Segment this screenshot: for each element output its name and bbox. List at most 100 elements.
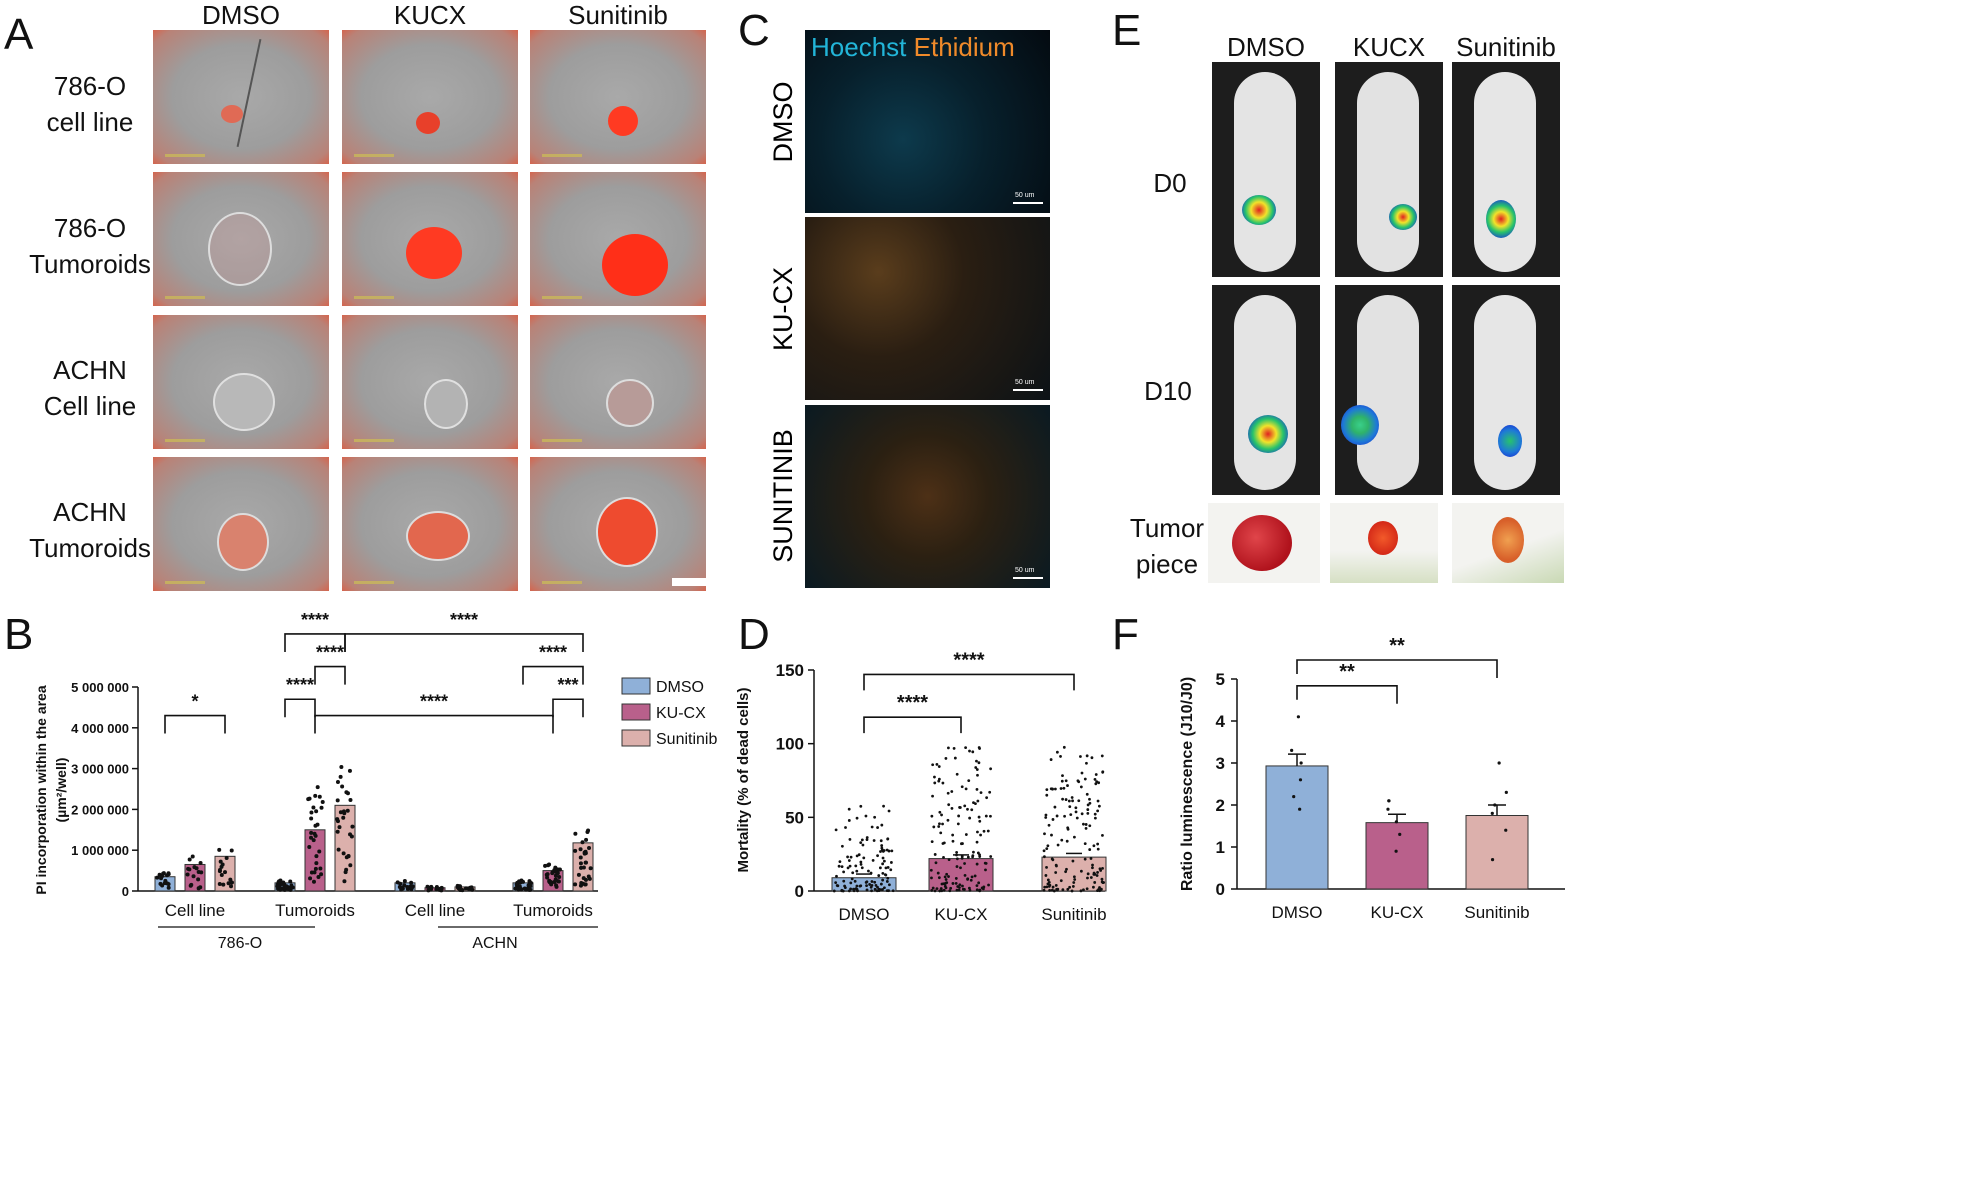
chart-d-ytick-label: 100 [776, 735, 804, 754]
chart-b-point [335, 780, 340, 785]
chart-d-point [890, 849, 894, 853]
chart-d-point [1088, 848, 1092, 851]
chart-d-point [844, 826, 847, 829]
chart-d-point [977, 761, 981, 765]
chart-b-point [194, 866, 199, 871]
chart-b-point [307, 845, 312, 850]
chart-d-point [837, 864, 841, 868]
micrograph-786o-tumoroid-kucx [342, 172, 518, 306]
chart-d-point [963, 862, 966, 865]
panel-a-row-1: 786-O cell line [46, 71, 134, 137]
mouse-d0-sunitinib [1452, 62, 1560, 277]
chart-d-point [958, 806, 962, 809]
chart-d-point [1089, 876, 1093, 879]
chart-d-point [1054, 863, 1058, 867]
chart-d-point [882, 859, 886, 863]
chart-d-point [1093, 812, 1097, 816]
fluorescence-kucx: 50 um [805, 217, 1050, 400]
chart-b-legend-label: KU-CX [656, 705, 706, 722]
chart-d-point [954, 881, 958, 885]
chart-d-point [855, 869, 859, 873]
chart-b-legend-label: Sunitinib [656, 731, 717, 748]
chart-d-point [975, 759, 978, 763]
chart-b-bracket-line [522, 665, 584, 685]
chart-f-point [1290, 748, 1294, 752]
chart-b-point [191, 874, 196, 879]
chart-b-point [196, 869, 201, 874]
chart-b-bracket-label: **** [450, 610, 478, 630]
chart-d-point [873, 815, 877, 819]
chart-b-point [217, 881, 222, 886]
chart-b-point [549, 882, 554, 887]
chart-d-point [886, 837, 890, 841]
chart-b-bracket-line [284, 698, 316, 718]
chart-d-point [838, 860, 842, 864]
chart-b-point [341, 815, 346, 820]
chart-d-point [1083, 842, 1087, 845]
chart-d-point [940, 889, 944, 893]
chart-b-point [402, 878, 407, 883]
chart-d-point [945, 881, 949, 884]
chart-d-point [970, 808, 974, 812]
chart-b-point [463, 886, 468, 891]
panel-c-row-dmso: DMSO [768, 82, 798, 163]
chart-d-point [1042, 849, 1046, 853]
chart-d-point [1096, 871, 1099, 874]
chart-f-ytick-label: 2 [1216, 796, 1225, 815]
chart-b-point [439, 887, 444, 892]
chart-d-point [958, 883, 962, 887]
chart-d-point [933, 889, 937, 893]
chart-f-point [1298, 778, 1303, 782]
chart-b-point [348, 832, 353, 837]
chart-d-point [975, 888, 979, 892]
chart-b-point [344, 790, 349, 795]
chart-d-point [855, 884, 859, 888]
chart-d-point [1096, 889, 1099, 892]
chart-d-point [942, 841, 946, 845]
chart-d-point [967, 779, 971, 783]
chart-d-ylabel: Mortality (% of dead cells) [735, 687, 752, 872]
chart-b-point [341, 809, 346, 814]
chart-b-bracket-label: * [191, 692, 198, 712]
chart-b-point [316, 875, 321, 880]
mouse-d10-dmso [1212, 285, 1320, 495]
chart-d-point [932, 825, 936, 829]
chart-d-point [1070, 796, 1074, 799]
panel-a-col-kucx: KUCX [393, 0, 467, 30]
chart-d-point [938, 889, 942, 893]
chart-b-point [160, 883, 165, 888]
chart-d-point [1059, 787, 1063, 790]
chart-d-point [952, 746, 956, 750]
panel-a-col-dmso: DMSO [202, 0, 280, 30]
chart-d-point [885, 880, 889, 883]
chart-b-point [545, 875, 550, 880]
chart-d-bar [831, 877, 897, 892]
chart-d-point [1051, 885, 1055, 889]
chart-d-point [1071, 859, 1075, 863]
chart-d-point [1090, 756, 1094, 760]
chart-d-point [1079, 889, 1083, 893]
chart-d-point [870, 825, 874, 829]
chart-b-point [313, 866, 318, 871]
chart-b-point [309, 810, 314, 815]
chart-d-point [865, 884, 868, 888]
chart-d-point [880, 844, 884, 847]
micrograph-achn-tumoroid-sunitinib [530, 457, 706, 591]
chart-b-point [224, 856, 229, 861]
chart-b-point [220, 862, 225, 867]
chart-d-point [960, 785, 964, 789]
chart-d-point [963, 873, 967, 877]
chart-d-point [976, 773, 979, 777]
chart-b-point [163, 878, 168, 883]
chart-d-point [834, 828, 838, 832]
chart-d-point [852, 889, 856, 893]
chart-b-point [313, 793, 318, 798]
chart-b-supergroup-label: 786-O [218, 935, 262, 952]
chart-d-point [842, 870, 846, 874]
chart-d-point [929, 868, 933, 872]
chart-d-point [1082, 888, 1085, 892]
chart-b-point [550, 871, 555, 876]
chart-f-xtick-label: Sunitinib [1464, 903, 1529, 922]
chart-d-bracket-label: **** [953, 649, 984, 671]
chart-d-point [871, 858, 875, 862]
